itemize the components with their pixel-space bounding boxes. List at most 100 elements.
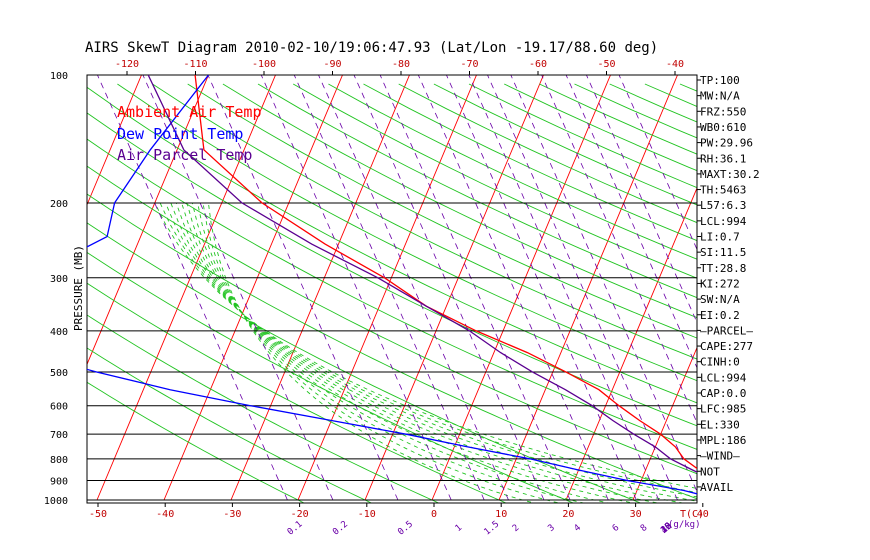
bottom-temp-tick-label: -50 <box>89 509 107 520</box>
dry-adiabat-line <box>87 138 697 450</box>
moist-adiabat-line <box>165 202 697 498</box>
mixing-ratio-label: 8 <box>639 523 650 534</box>
dry-adiabat-line <box>87 381 305 503</box>
stability-index-item: RH:36.1 <box>700 152 746 165</box>
dry-adiabat-line <box>87 314 440 503</box>
plot-frame <box>86 74 698 504</box>
stability-index-item: CINH:0 <box>700 356 740 369</box>
stability-index-item: SW:N/A <box>700 293 740 306</box>
top-temp-tick-label: -50 <box>597 59 615 70</box>
mixing-ratio-label: 4 <box>573 523 584 534</box>
dry-adiabat-line <box>222 83 697 319</box>
stability-index-item: NOT <box>700 465 720 478</box>
moist-adiabat-line <box>154 202 697 489</box>
stability-index-item: PW:29.96 <box>700 137 753 150</box>
mixing-ratio-line <box>353 75 545 501</box>
mixing-ratio-label: 3 <box>546 523 557 534</box>
stability-index-item: —PARCEL— <box>700 324 753 337</box>
isotherm-line <box>230 75 410 501</box>
top-temp-tick-label: -120 <box>115 59 139 70</box>
bottom-temp-tick-label: -30 <box>223 509 241 520</box>
top-temp-tick-label: -40 <box>666 59 684 70</box>
dry-adiabat-line <box>257 83 697 299</box>
isotherm-line <box>632 346 697 501</box>
isotherm-line <box>498 75 678 501</box>
isotherm-line <box>163 75 343 501</box>
mixing-ratio-label: 0.1 <box>286 519 305 537</box>
stability-index-item: EL:330 <box>700 418 740 431</box>
legend: Ambient Air Temp Dew Point Temp Air Parc… <box>117 103 262 164</box>
mixing-ratio-line <box>293 75 485 501</box>
isotherm-line <box>431 75 611 501</box>
stability-index-item: AVAIL <box>700 481 733 494</box>
mixing-ratio-label: 6 <box>611 523 622 534</box>
stability-index-item: MAXT:30.2 <box>700 168 760 181</box>
pressure-tick-label: 700 <box>50 430 68 441</box>
mixing-ratio-line <box>565 75 697 369</box>
isotherm-line <box>96 75 276 501</box>
bottom-temp-unit: T(C) <box>680 509 704 520</box>
moist-adiabat-line <box>191 202 611 503</box>
top-temp-tick-label: -80 <box>392 59 410 70</box>
mixing-ratio-line <box>207 75 399 501</box>
dry-adiabat-line <box>468 83 697 189</box>
pressure-tick-label: 100 <box>50 71 68 82</box>
isotherm-line <box>767 75 870 500</box>
dry-adiabat-line <box>644 83 697 108</box>
stability-index-item: MW:N/A <box>700 90 740 103</box>
dry-adiabat-line <box>786 84 870 509</box>
mixing-ratio-line <box>510 75 697 493</box>
stability-index-item: CAP:0.0 <box>700 387 746 400</box>
isotherm-line <box>834 75 870 500</box>
pressure-tick-label: 900 <box>50 477 68 488</box>
isotherm-line <box>87 75 142 206</box>
bottom-temp-tick-label: 10 <box>495 509 507 520</box>
pressure-lines: 100 200 300 400 500 600 700 800 900 1000 <box>44 71 698 507</box>
series-line-dew-point-temp <box>87 75 697 495</box>
mixing-ratio-unit: (g/kg) <box>668 520 701 530</box>
dry-adiabat-line <box>328 83 697 260</box>
pressure-tick-label: 400 <box>50 327 68 338</box>
mixing-ratio-line <box>618 75 697 251</box>
legend-dew-point: Dew Point Temp <box>117 125 243 143</box>
top-temp-tick-label: -110 <box>183 59 207 70</box>
mixing-ratio-line <box>379 75 571 501</box>
isotherm-line <box>565 186 697 501</box>
mixing-ratio-line <box>487 75 678 501</box>
stability-index-item: LFC:985 <box>700 403 746 416</box>
mixing-ratio-line <box>142 75 334 501</box>
stability-index-item: LCL:994 <box>700 371 747 384</box>
stability-index-item: KI:272 <box>700 277 740 290</box>
dry-adiabat-line <box>187 83 697 339</box>
isotherm-line <box>364 75 544 501</box>
mixing-ratio-label: 1 <box>454 523 465 534</box>
top-temp-tick-label: -70 <box>460 59 478 70</box>
mixing-ratio-line <box>97 75 288 501</box>
mixing-ratio-line <box>318 75 509 501</box>
mixing-ratio-label: 0.5 <box>396 519 415 537</box>
dry-adiabat-line <box>87 347 373 503</box>
legend-parcel-temp: Air Parcel Temp <box>117 146 252 164</box>
stability-index-item: CAPE:277 <box>700 340 753 353</box>
bottom-temp-tick-label: 0 <box>431 509 437 520</box>
stability-indices: TP:100 MW:N/A FRZ:550 WB0:610 PW:29.96 RH:36.… <box>697 74 760 494</box>
stability-index-item: TP:100 <box>700 74 740 87</box>
bottom-temp-tick-label: -10 <box>358 509 376 520</box>
legend-ambient-temp: Ambient Air Temp <box>117 103 262 121</box>
stability-index-item: SI:11.5 <box>700 246 746 259</box>
stability-index-item: LCL:994 <box>700 215 747 228</box>
pressure-tick-label: 1000 <box>44 496 68 507</box>
dry-adiabat-line <box>117 83 697 382</box>
mixing-ratio-line <box>446 75 637 501</box>
moist-adiabat-line <box>202 202 561 503</box>
moist-adiabat-line <box>175 202 685 503</box>
moist-adiabat-line <box>186 202 636 503</box>
dry-adiabat-line <box>87 112 697 427</box>
stability-index-item: L57:6.3 <box>700 199 746 212</box>
mixing-ratio-line <box>541 75 697 424</box>
stability-index-item: TT:28.8 <box>700 262 746 275</box>
dry-adiabat-line <box>87 222 642 503</box>
stability-index-item: WB0:610 <box>700 121 746 134</box>
dry-adiabat-line <box>292 83 697 279</box>
